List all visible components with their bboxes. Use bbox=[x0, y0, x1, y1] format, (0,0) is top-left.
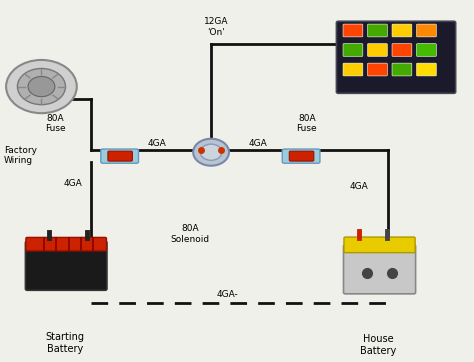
FancyBboxPatch shape bbox=[108, 151, 132, 161]
Circle shape bbox=[193, 139, 229, 166]
FancyBboxPatch shape bbox=[417, 24, 437, 37]
FancyBboxPatch shape bbox=[26, 241, 107, 290]
FancyBboxPatch shape bbox=[343, 63, 363, 76]
Text: 80A
Solenoid: 80A Solenoid bbox=[170, 224, 210, 244]
FancyBboxPatch shape bbox=[417, 44, 437, 56]
FancyBboxPatch shape bbox=[392, 24, 412, 37]
Text: 4GA: 4GA bbox=[349, 182, 368, 191]
FancyBboxPatch shape bbox=[367, 44, 387, 56]
Circle shape bbox=[6, 60, 77, 113]
FancyBboxPatch shape bbox=[337, 21, 456, 93]
Text: House
Battery: House Battery bbox=[360, 334, 396, 356]
FancyBboxPatch shape bbox=[417, 63, 437, 76]
Circle shape bbox=[201, 144, 222, 160]
FancyBboxPatch shape bbox=[344, 237, 415, 253]
FancyBboxPatch shape bbox=[344, 245, 416, 294]
Circle shape bbox=[28, 76, 55, 97]
Text: 4GA: 4GA bbox=[64, 178, 82, 188]
FancyBboxPatch shape bbox=[343, 44, 363, 56]
Text: Factory
Wiring: Factory Wiring bbox=[4, 146, 37, 165]
Text: 80A
Fuse: 80A Fuse bbox=[296, 114, 317, 134]
Circle shape bbox=[18, 68, 65, 105]
FancyBboxPatch shape bbox=[343, 24, 363, 37]
Text: 80A
Fuse: 80A Fuse bbox=[45, 114, 66, 134]
Text: Starting
Battery: Starting Battery bbox=[46, 332, 84, 354]
Text: 4GA: 4GA bbox=[249, 139, 268, 148]
FancyBboxPatch shape bbox=[289, 151, 314, 161]
FancyBboxPatch shape bbox=[392, 44, 412, 56]
FancyBboxPatch shape bbox=[26, 237, 107, 251]
FancyBboxPatch shape bbox=[282, 149, 320, 163]
FancyBboxPatch shape bbox=[367, 24, 387, 37]
Text: 12GA
'On': 12GA 'On' bbox=[203, 17, 228, 37]
FancyBboxPatch shape bbox=[392, 63, 412, 76]
FancyBboxPatch shape bbox=[101, 149, 138, 163]
Text: 4GA-: 4GA- bbox=[217, 290, 238, 299]
FancyBboxPatch shape bbox=[367, 63, 387, 76]
Text: 4GA: 4GA bbox=[147, 139, 166, 148]
